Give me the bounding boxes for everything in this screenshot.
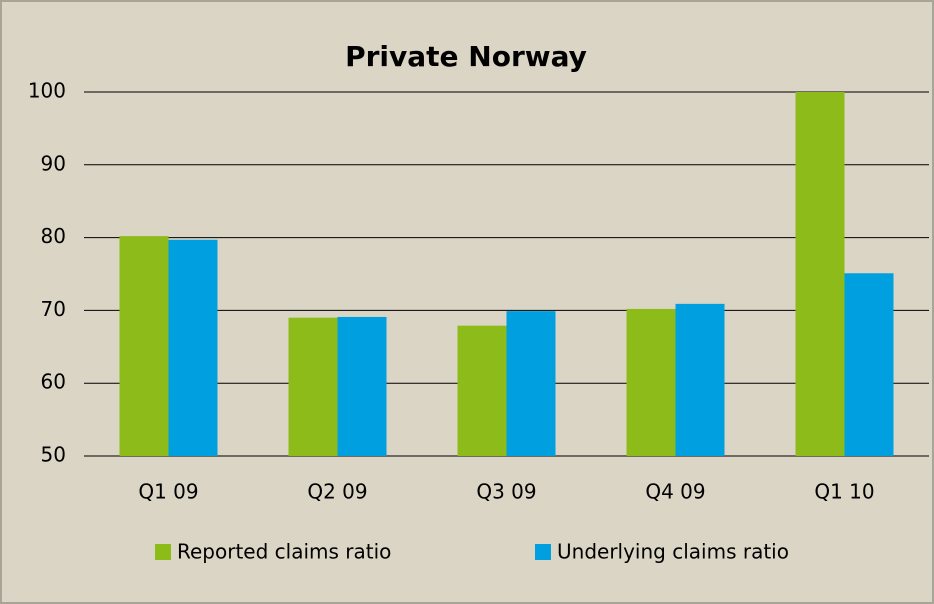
- y-tick-label: 70: [41, 297, 66, 321]
- x-tick-label: Q1 10: [814, 480, 874, 504]
- x-tick-label: Q4 09: [645, 480, 705, 504]
- bar: [168, 239, 218, 456]
- chart-title: Private Norway: [345, 40, 587, 73]
- bar: [675, 303, 725, 456]
- bar: [119, 236, 169, 456]
- legend-swatch: [535, 544, 551, 560]
- bar: [506, 311, 556, 456]
- x-tick-label: Q1 09: [138, 480, 198, 504]
- legend-label: Underlying claims ratio: [557, 540, 789, 564]
- y-tick-label: 80: [41, 224, 66, 248]
- bar: [795, 92, 845, 456]
- y-tick-label: 100: [28, 79, 66, 103]
- bar: [457, 325, 507, 456]
- x-tick-label: Q2 09: [307, 480, 367, 504]
- y-tick-label: 90: [41, 151, 66, 175]
- bar: [337, 316, 387, 456]
- bar: [844, 273, 894, 456]
- bar: [288, 317, 338, 456]
- legend-label: Reported claims ratio: [177, 540, 391, 564]
- y-tick-label: 50: [41, 443, 66, 467]
- legend-swatch: [155, 544, 171, 560]
- y-tick-label: 60: [41, 370, 66, 394]
- x-tick-label: Q3 09: [476, 480, 536, 504]
- bar: [626, 308, 676, 456]
